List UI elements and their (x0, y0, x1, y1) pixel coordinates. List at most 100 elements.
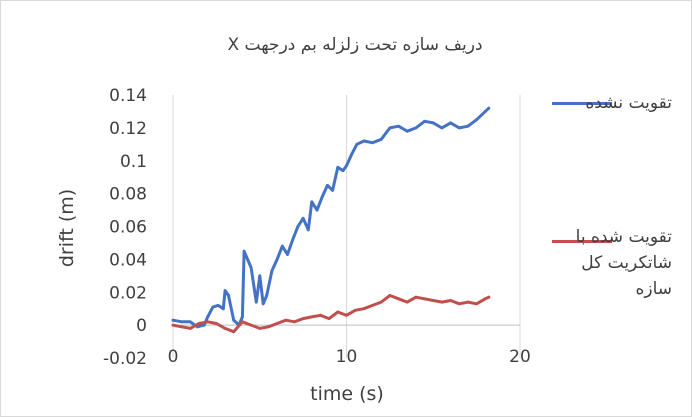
data-point (414, 126, 418, 130)
legend-label-unreinforced: تقویت نشده (585, 93, 672, 113)
data-point (423, 119, 426, 123)
y-tick-label: 0.08 (109, 185, 147, 205)
data-point (206, 315, 210, 319)
data-point (246, 257, 250, 261)
x-axis-label: time (s) (310, 383, 384, 405)
data-point (362, 139, 366, 143)
data-point (275, 257, 279, 261)
data-point (336, 310, 340, 314)
data-point (301, 216, 305, 220)
data-point (241, 320, 244, 324)
data-point (223, 289, 227, 293)
x-tick-label: 10 (336, 347, 358, 367)
data-point (284, 318, 288, 322)
data-point (216, 304, 220, 307)
data-point (423, 297, 426, 301)
data-point (483, 110, 487, 113)
data-point (440, 126, 444, 130)
data-point (341, 169, 345, 173)
data-point (188, 320, 192, 324)
data-point (431, 121, 435, 125)
data-point (405, 129, 409, 133)
data-point (405, 300, 409, 304)
data-point (310, 315, 314, 319)
data-point (261, 302, 265, 306)
data-point (350, 152, 354, 156)
data-point (180, 320, 184, 324)
y-tick-label: 0.14 (109, 86, 147, 106)
data-point (223, 327, 227, 330)
chart-title: دریف سازه تحت زلزله بم درجهت X (227, 35, 482, 55)
data-point (397, 124, 400, 128)
data-point (397, 297, 400, 301)
y-tick-label: -0.02 (103, 349, 147, 369)
series-line-0 (171, 106, 491, 329)
data-point (242, 249, 246, 253)
data-point (388, 294, 392, 297)
data-point (319, 313, 322, 317)
data-point (466, 124, 470, 128)
legend-label-shotcrete: تقویت شده با شاتکریت کل سازه (575, 227, 672, 299)
data-point (180, 325, 184, 329)
data-point (315, 208, 319, 212)
data-point (241, 315, 244, 319)
data-point (466, 300, 470, 304)
data-point (336, 165, 340, 169)
y-axis-label: drift (m) (56, 189, 78, 267)
legend-swatch-unreinforced (552, 102, 612, 105)
data-point (171, 323, 175, 327)
series-line-1 (171, 294, 491, 334)
data-point (388, 126, 392, 130)
y-tick-label: 0.1 (120, 152, 147, 172)
y-tick-label: 0.04 (109, 250, 147, 270)
data-point (320, 195, 324, 199)
data-point (475, 118, 479, 122)
legend-entry-unreinforced: تقویت نشده (552, 92, 684, 212)
legend-swatch-shotcrete (552, 240, 612, 243)
data-point (379, 137, 383, 141)
data-point (414, 295, 418, 299)
data-point (171, 318, 175, 322)
data-point (345, 164, 348, 168)
data-point (270, 269, 274, 273)
legend-entry-shotcrete: تقویت شده با شاتکریت کل سازه (552, 222, 684, 362)
data-point (291, 238, 295, 242)
data-point (211, 305, 215, 309)
data-point (310, 200, 314, 204)
data-point (258, 274, 262, 278)
data-point (221, 307, 225, 311)
data-point (265, 294, 269, 297)
data-point (206, 320, 210, 324)
y-tick-label: 0.02 (109, 283, 147, 303)
data-point (371, 141, 374, 145)
data-point (286, 253, 289, 256)
data-point (280, 244, 284, 248)
data-point (188, 327, 192, 330)
data-point (258, 327, 262, 330)
tick-labels: -0.02 0 0.02 0.04 0.06 0.08 0.1 0.12 0.14 0 10 20 (103, 86, 531, 369)
y-tick-label: 0.12 (109, 119, 147, 139)
data-point (327, 317, 331, 320)
data-point (326, 184, 329, 187)
data-point (431, 299, 435, 302)
data-point (483, 297, 487, 301)
data-point (379, 300, 383, 304)
series-points-1 (171, 294, 491, 334)
data-point (331, 188, 335, 192)
y-tick-label: 0.06 (109, 218, 147, 238)
series-points-0 (171, 106, 491, 329)
data-point (371, 304, 374, 307)
data-point (475, 302, 479, 306)
data-point (249, 323, 253, 327)
data-point (449, 299, 452, 302)
data-point (306, 228, 310, 232)
data-point (202, 323, 206, 327)
data-point (227, 294, 230, 297)
data-point (457, 126, 461, 130)
data-point (296, 225, 300, 228)
data-point (197, 322, 201, 325)
data-point (353, 308, 357, 312)
x-tick-label: 0 (168, 347, 179, 367)
data-point (487, 106, 491, 110)
data-point (293, 320, 296, 324)
